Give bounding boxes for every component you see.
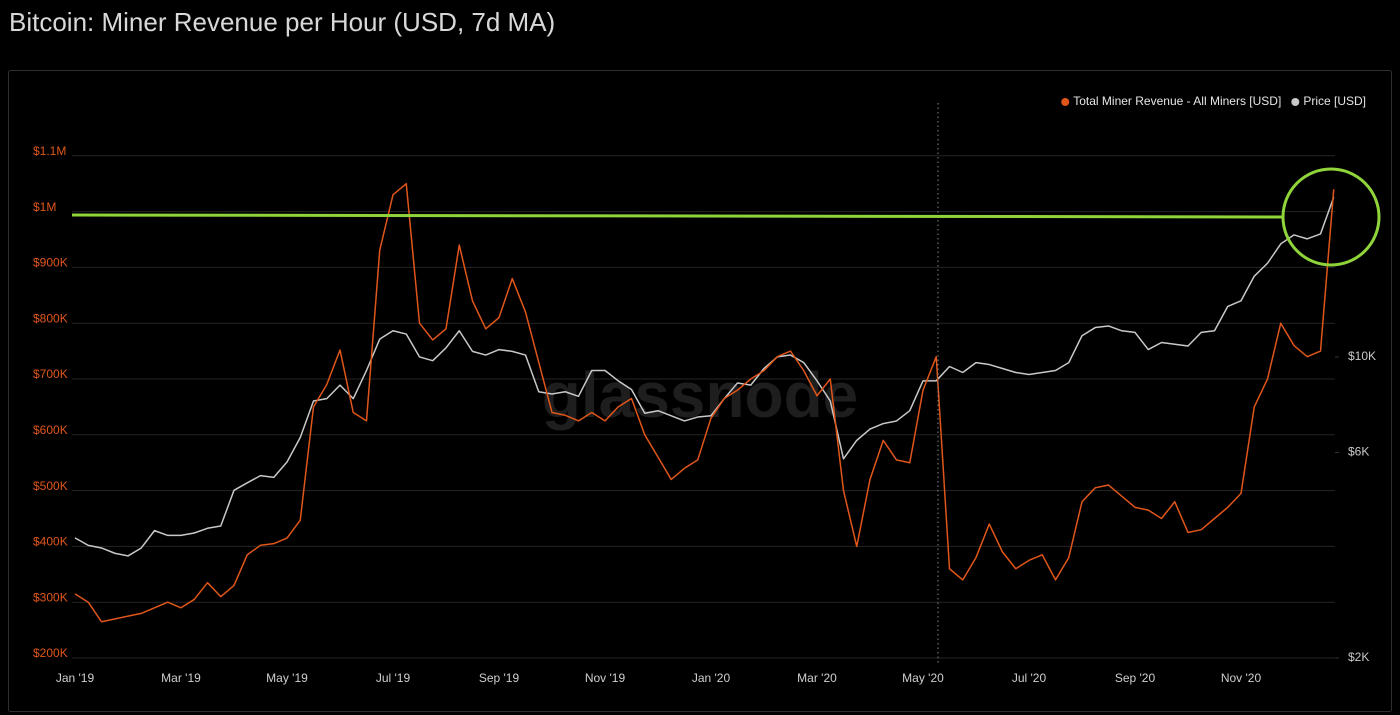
annotation-circle [1281, 167, 1381, 267]
grid [72, 155, 1339, 659]
y-tick-label: $700K [33, 367, 68, 381]
chart-title: Bitcoin: Miner Revenue per Hour (USD, 7d… [9, 7, 555, 37]
y2-tick-label: $6K [1348, 445, 1369, 459]
x-tick-label: Mar '20 [797, 671, 837, 685]
y-tick-label: $500K [33, 479, 68, 493]
x-tick-label: Jul '19 [376, 671, 411, 685]
y-tick-label: $600K [33, 423, 68, 437]
plot [74, 182, 1335, 623]
panel [8, 70, 1392, 712]
y2-tick-label: $10K [1348, 349, 1376, 363]
x-tick-label: Nov '19 [585, 671, 626, 685]
x-tick-label: May '20 [902, 671, 944, 685]
legend-swatch [1061, 98, 1070, 106]
x-tick-label: Jan '19 [56, 671, 95, 685]
series-line [74, 182, 1335, 623]
x-tick-label: Mar '19 [161, 671, 201, 685]
x-tick-label: Sep '20 [1115, 671, 1156, 685]
y2-tick-label: $2K [1348, 650, 1369, 664]
y-tick-label: $200K [33, 646, 68, 660]
x-tick-label: Nov '20 [1221, 671, 1262, 685]
legend-label: Price [USD] [1303, 94, 1366, 108]
y-tick-label: $900K [33, 256, 68, 270]
legend-swatch [1291, 98, 1300, 106]
y-tick-label: $800K [33, 311, 68, 325]
annotation-line [71, 213, 1285, 219]
x-tick-label: May '19 [266, 671, 308, 685]
series-line [74, 196, 1335, 557]
y-tick-label: $1M [33, 200, 56, 214]
x-tick-label: Jan '20 [692, 671, 731, 685]
y-tick-label: $1.1M [33, 144, 66, 158]
y-tick-label: $300K [33, 590, 68, 604]
legend-label: Total Miner Revenue - All Miners [USD] [1073, 94, 1281, 108]
watermark: glassnode [542, 359, 859, 431]
y-tick-label: $400K [33, 535, 68, 549]
x-tick-label: Jul '20 [1012, 671, 1047, 685]
x-tick-label: Sep '19 [479, 671, 520, 685]
